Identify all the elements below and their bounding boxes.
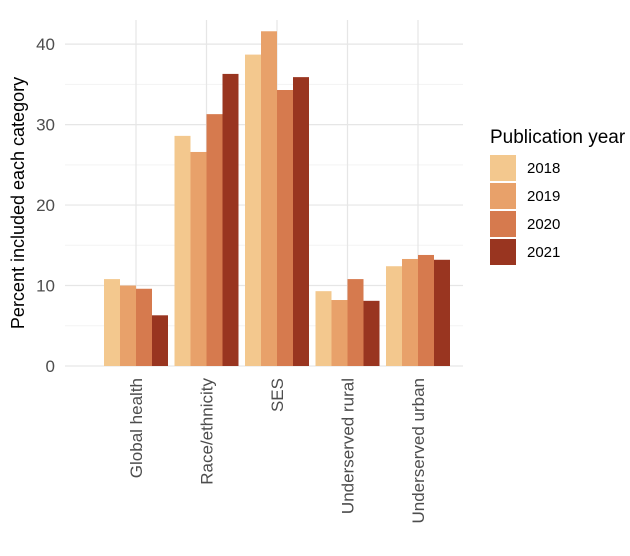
bar-race-ethnicity-2020 <box>206 114 223 366</box>
legend-key-2021 <box>490 239 516 265</box>
y-tick-label: 0 <box>46 357 55 376</box>
bar-ses-2018 <box>245 54 261 366</box>
bar-ses-2021 <box>293 77 309 366</box>
legend-key-2020 <box>490 211 516 237</box>
y-tick-label: 40 <box>36 35 55 54</box>
legend-label-2021: 2021 <box>527 244 560 261</box>
bar-underserved-urban-2018 <box>386 266 402 366</box>
x-tick-label: Global health <box>127 378 146 478</box>
legend: Publication year 2018 2019 2020 2021 <box>490 127 626 265</box>
legend-label-2020: 2020 <box>527 216 560 233</box>
bar-underserved-urban-2021 <box>434 259 450 366</box>
x-tick-label: Underserved rural <box>339 378 358 514</box>
legend-key-2019 <box>490 183 516 209</box>
bar-underserved-urban-2019 <box>402 258 418 366</box>
bar-ses-2019 <box>261 31 277 367</box>
y-axis-title: Percent included each category <box>8 77 28 329</box>
y-tick-label: 30 <box>36 116 55 135</box>
legend-label-2018: 2018 <box>527 160 560 177</box>
bar-global-health-2020 <box>136 288 152 366</box>
bar-ses-2020 <box>277 90 293 367</box>
legend-key-2018 <box>490 155 516 181</box>
legend-label-2019: 2019 <box>527 188 560 205</box>
bar-global-health-2021 <box>152 315 168 366</box>
y-axis-tick-labels: 0 10 20 30 40 <box>36 35 55 376</box>
bar-global-health-2018 <box>104 279 120 366</box>
bars-group <box>104 31 450 367</box>
bar-underserved-rural-2018 <box>315 291 332 366</box>
legend-title: Publication year <box>490 127 626 148</box>
bar-race-ethnicity-2018 <box>174 135 191 366</box>
y-tick-label: 10 <box>36 277 55 296</box>
x-tick-label: Underserved urban <box>409 378 428 524</box>
bar-race-ethnicity-2019 <box>190 151 207 366</box>
bar-underserved-rural-2021 <box>363 300 380 366</box>
bar-race-ethnicity-2021 <box>222 73 239 367</box>
x-tick-label: SES <box>268 378 287 412</box>
bar-underserved-urban-2020 <box>418 254 434 366</box>
x-tick-label: Race/ethnicity <box>198 378 217 485</box>
bar-underserved-rural-2019 <box>331 300 348 366</box>
x-axis-tick-labels: Global health Race/ethnicity SES Underserve… <box>127 378 428 524</box>
bar-global-health-2019 <box>120 285 136 366</box>
y-tick-label: 20 <box>36 196 55 215</box>
bar-underserved-rural-2020 <box>347 279 364 366</box>
